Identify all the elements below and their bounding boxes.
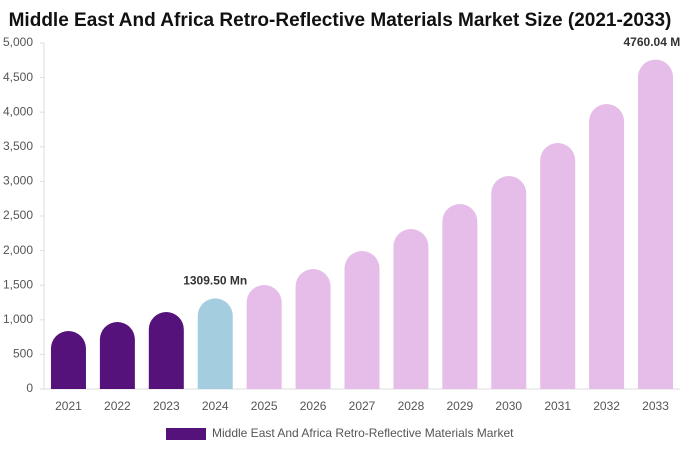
bar (197, 298, 233, 389)
x-tick-label: 2033 (642, 399, 669, 413)
bar (99, 322, 135, 389)
bar (393, 229, 429, 389)
bar (638, 59, 674, 390)
legend-swatch (166, 428, 206, 440)
bar (148, 311, 184, 389)
bar (442, 204, 478, 389)
chart-title: Middle East And Africa Retro-Reflective … (9, 10, 672, 31)
bar (295, 269, 331, 389)
bar (246, 284, 282, 389)
x-tick-label: 2030 (495, 399, 522, 413)
bar (491, 176, 527, 389)
x-tick-label: 2026 (300, 399, 327, 413)
x-tick-label: 2029 (446, 399, 473, 413)
x-tick-label: 2032 (593, 399, 620, 413)
value-label: 1309.50 Mn (183, 274, 247, 288)
bar (50, 331, 86, 389)
y-tick-label: 4,000 (3, 104, 33, 118)
y-tick-label: 1,500 (3, 277, 33, 291)
x-tick-label: 2022 (104, 399, 131, 413)
x-tick-label: 2031 (544, 399, 571, 413)
y-tick-label: 3,500 (3, 139, 33, 153)
y-tick-label: 5,000 (3, 35, 33, 49)
y-tick-label: 4,500 (3, 70, 33, 84)
legend-label: Middle East And Africa Retro-Reflective … (212, 426, 514, 440)
value-label: 4760.04 Mn (624, 35, 680, 49)
bar (589, 104, 625, 390)
x-tick-label: 2021 (55, 399, 82, 413)
x-tick-label: 2023 (153, 399, 180, 413)
x-tick-label: 2027 (349, 399, 376, 413)
y-tick-label: 3,000 (3, 174, 33, 188)
bar (540, 142, 576, 389)
y-tick-label: 1,000 (3, 312, 33, 326)
bar (344, 251, 380, 389)
x-tick-label: 2025 (251, 399, 278, 413)
y-tick-label: 0 (26, 381, 33, 395)
x-tick-label: 2024 (202, 399, 229, 413)
y-tick-label: 2,500 (3, 208, 33, 222)
y-tick-label: 500 (13, 347, 33, 361)
y-tick-label: 2,000 (3, 243, 33, 257)
x-tick-label: 2028 (398, 399, 425, 413)
